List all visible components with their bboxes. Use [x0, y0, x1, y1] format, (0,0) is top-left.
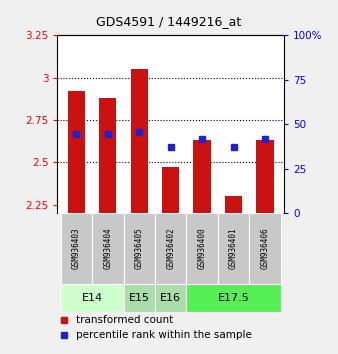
- Text: GSM936401: GSM936401: [229, 228, 238, 269]
- Text: GSM936403: GSM936403: [72, 228, 81, 269]
- Text: GDS4591 / 1449216_at: GDS4591 / 1449216_at: [96, 15, 242, 28]
- Bar: [130, 69, 148, 213]
- Bar: [249, 213, 281, 284]
- Text: GSM936406: GSM936406: [261, 228, 269, 269]
- Bar: [225, 196, 242, 213]
- Text: E14: E14: [81, 293, 103, 303]
- Bar: [92, 213, 123, 284]
- Bar: [193, 140, 211, 213]
- Bar: [155, 284, 187, 312]
- Text: percentile rank within the sample: percentile rank within the sample: [76, 331, 251, 341]
- Bar: [99, 98, 116, 213]
- Bar: [155, 213, 187, 284]
- Text: E17.5: E17.5: [218, 293, 249, 303]
- Text: GSM936405: GSM936405: [135, 228, 144, 269]
- Bar: [187, 213, 218, 284]
- Text: transformed count: transformed count: [76, 315, 173, 325]
- Text: GSM936400: GSM936400: [198, 228, 207, 269]
- Text: GSM936404: GSM936404: [103, 228, 112, 269]
- Bar: [123, 284, 155, 312]
- Bar: [123, 213, 155, 284]
- Text: E15: E15: [129, 293, 150, 303]
- Text: E16: E16: [160, 293, 181, 303]
- Bar: [218, 213, 249, 284]
- Bar: [61, 284, 123, 312]
- Text: GSM936402: GSM936402: [166, 228, 175, 269]
- Bar: [68, 91, 85, 213]
- Bar: [257, 140, 274, 213]
- Bar: [61, 213, 92, 284]
- Bar: [187, 284, 281, 312]
- Bar: [162, 167, 179, 213]
